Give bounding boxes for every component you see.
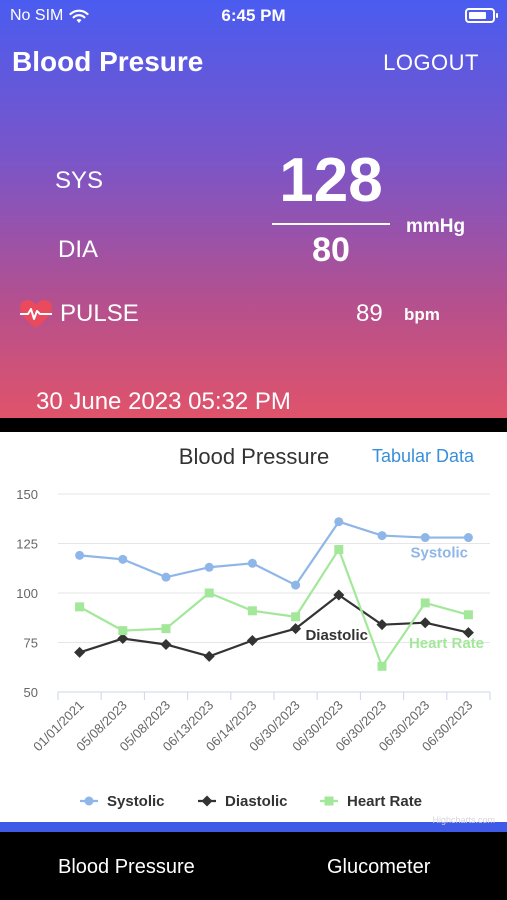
diastolic-point <box>160 638 172 650</box>
y-tick-label: 125 <box>16 537 38 552</box>
tab-blood-pressure[interactable]: Blood Pressure <box>58 856 195 878</box>
chart-title: Blood Pressure <box>179 444 329 469</box>
header-panel: No SIM 6:45 PM Blood Presure LOGOUT SYS … <box>0 0 507 418</box>
heart-rate-point <box>75 602 85 612</box>
diastolic-point <box>462 627 474 639</box>
y-tick-label: 75 <box>24 636 38 651</box>
y-tick-label: 150 <box>16 487 38 502</box>
status-time: 6:45 PM <box>221 6 286 25</box>
status-bar: No SIM 6:45 PM <box>0 0 507 34</box>
diastolic-value: 80 <box>312 231 350 269</box>
diastolic-point <box>246 635 258 647</box>
legend-heart-rate-label[interactable]: Heart Rate <box>347 793 422 810</box>
wifi-icon <box>69 9 89 23</box>
sys-label: SYS <box>55 167 104 194</box>
dia-label: DIA <box>58 236 99 263</box>
chart-credit[interactable]: Highcharts.com <box>432 815 495 825</box>
carrier-group: No SIM <box>10 7 89 25</box>
chart-card: Blood Pressure Tabular Data 50 75 100 125 150 0… <box>0 432 507 824</box>
legend-systolic-marker <box>84 796 94 806</box>
systolic-point <box>420 533 430 543</box>
diastolic-point <box>419 617 431 629</box>
chart-bottom-bar <box>0 822 507 832</box>
systolic-point <box>463 533 473 543</box>
heart-rate-point <box>204 588 214 598</box>
systolic-line <box>79 520 469 587</box>
logout-button[interactable]: LOGOUT <box>383 50 479 75</box>
legend-heart-rate-marker <box>324 796 334 806</box>
tab-glucometer[interactable]: Glucometer <box>327 856 431 878</box>
battery-icon <box>465 8 498 23</box>
heart-rate-series-label: Heart Rate <box>409 635 484 652</box>
pulse-value: 89 <box>356 300 383 327</box>
systolic-point <box>334 517 344 527</box>
systolic-point <box>377 531 387 541</box>
diastolic-point <box>117 633 129 645</box>
tabular-data-link[interactable]: Tabular Data <box>372 446 475 466</box>
systolic-point <box>75 550 85 560</box>
heart-rate-point <box>334 544 344 554</box>
pulse-unit: bpm <box>404 305 440 324</box>
systolic-point <box>118 554 128 564</box>
heart-rate-point <box>463 610 473 620</box>
systolic-point <box>161 572 171 582</box>
page-title: Blood Presure <box>12 46 204 77</box>
heart-rate-point <box>377 661 387 671</box>
systolic-point <box>247 558 257 568</box>
bottom-tab-bar: Blood Pressure Glucometer <box>0 832 507 900</box>
heart-rate-point <box>291 612 301 622</box>
diastolic-point <box>203 650 215 662</box>
systolic-point <box>204 562 214 572</box>
diastolic-line <box>79 593 469 658</box>
diastolic-point <box>376 619 388 631</box>
heart-pulse-icon <box>20 300 52 328</box>
diastolic-point <box>290 623 302 635</box>
fraction-divider <box>272 223 390 225</box>
reading-timestamp: 30 June 2023 05:32 PM <box>36 388 291 415</box>
carrier-label: No SIM <box>10 7 64 24</box>
diastolic-series-label: Diastolic <box>305 627 368 644</box>
y-tick-label: 100 <box>16 586 38 601</box>
blood-pressure-chart: Blood Pressure Tabular Data50751001251500… <box>16 444 491 810</box>
heart-rate-point <box>247 606 257 616</box>
legend-diastolic-label[interactable]: Diastolic <box>225 793 288 810</box>
diastolic-point <box>333 589 345 601</box>
diastolic-point <box>74 646 86 658</box>
pressure-unit: mmHg <box>406 216 466 237</box>
systolic-series-label: Systolic <box>410 545 468 562</box>
heart-rate-point <box>161 624 171 634</box>
systolic-point <box>291 580 301 590</box>
heart-rate-line <box>79 548 469 668</box>
systolic-value: 128 <box>279 146 383 215</box>
pulse-label: PULSE <box>60 300 139 327</box>
heart-rate-point <box>118 626 128 636</box>
legend-diastolic-marker <box>201 795 213 807</box>
legend-systolic-label[interactable]: Systolic <box>107 793 165 810</box>
y-tick-label: 50 <box>24 685 38 700</box>
heart-rate-point <box>420 598 430 608</box>
